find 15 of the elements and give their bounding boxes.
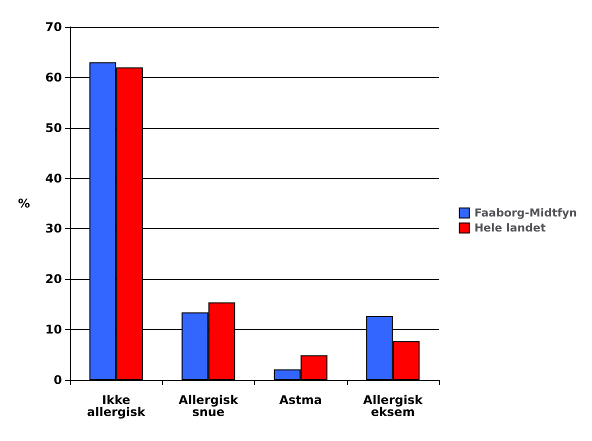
y-tick-label: 30 xyxy=(45,222,62,236)
y-tick-label: 10 xyxy=(45,322,62,337)
x-tick-label: Astma xyxy=(279,393,322,407)
x-tick-label: Allergisk snue xyxy=(178,393,240,419)
y-axis-title: % xyxy=(18,196,30,210)
legend-label: Faaborg-Midtfyn xyxy=(474,206,578,220)
y-tick-label: 60 xyxy=(45,70,62,84)
x-tick-label: Ikke allergisk xyxy=(87,393,146,419)
y-tick-label: 40 xyxy=(45,171,62,186)
x-tick-label: Allergisk eksem xyxy=(363,393,424,419)
y-tick-label: 0 xyxy=(54,373,62,387)
legend-label: Hele landet xyxy=(474,222,546,234)
y-tick-label: 70 xyxy=(45,20,62,34)
y-tick-label: 20 xyxy=(45,272,62,286)
y-tick-label: 50 xyxy=(45,120,62,135)
